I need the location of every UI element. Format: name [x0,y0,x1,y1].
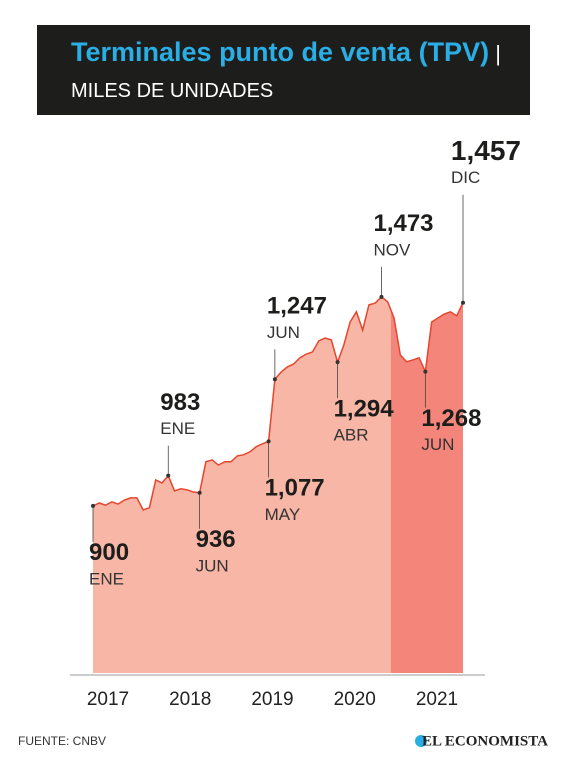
highlight-area [390,302,463,673]
point [266,439,271,444]
point [166,473,171,478]
separator: | [489,41,501,66]
month-label: ENE [89,569,124,588]
month-label: JUN [196,556,229,575]
title: Terminales punto de venta (TPV) [71,37,490,67]
point [335,360,340,365]
value-label: 1,294 [334,396,395,423]
brand-icon [415,735,427,747]
value-label: 1,077 [265,475,325,502]
subtitle: MILES DE UNIDADES [71,80,274,102]
month-label: MAY [265,505,301,524]
value-label: 1,247 [267,293,327,320]
year-label: 2017 [87,689,129,710]
brand: EL ECONOMISTA [422,733,548,749]
month-label: ABR [334,426,369,445]
month-label: ENE [160,419,195,438]
month-label: JUN [267,323,300,342]
point [91,503,95,508]
point [272,377,277,382]
value-label: 1,268 [421,405,481,432]
header: Terminales punto de venta (TPV) | MILES … [37,25,530,115]
year-label: 2018 [169,689,211,710]
value-label: 1,457 [451,135,521,166]
point [423,369,428,374]
year-label: 2021 [416,689,458,710]
value-label: 936 [196,526,236,553]
value-label: 1,473 [373,210,433,237]
source: FUENTE: CNBV [18,734,106,748]
line [92,295,464,511]
year-label: 2019 [251,689,293,710]
value-label: 900 [89,539,129,566]
month-label: NOV [373,240,411,259]
month-label: JUN [421,435,454,454]
point [461,300,465,305]
year-label: 2020 [334,689,376,710]
point [379,294,384,299]
area [93,296,463,673]
header-text: Terminales punto de venta (TPV) | MILES … [71,35,511,110]
point [197,490,202,495]
value-label: 983 [160,389,200,416]
month-label: DIC [451,168,480,187]
